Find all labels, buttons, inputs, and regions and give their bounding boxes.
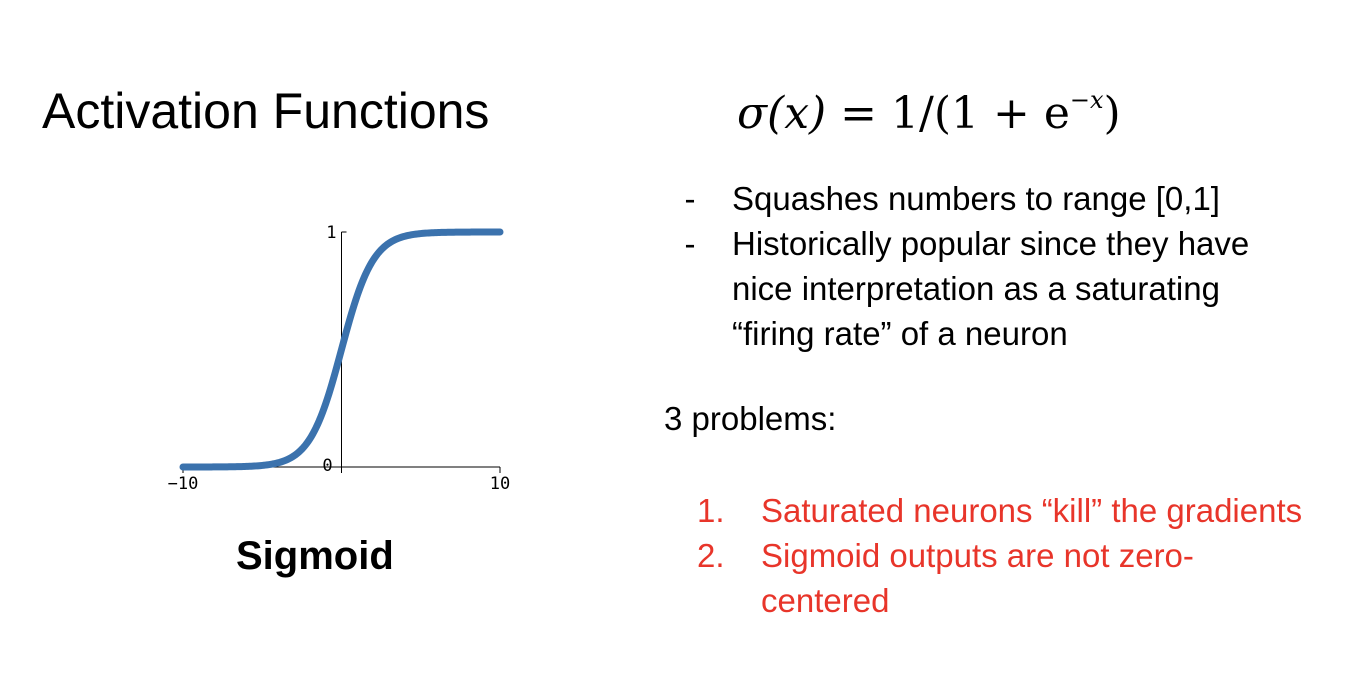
bullet-item: - Historically popular since they have n… [680, 221, 1300, 356]
formula-lhs: σ(x) [737, 88, 827, 139]
x-tick-label: 10 [490, 474, 510, 494]
problem-text: Saturated neurons “kill” the gradients [761, 492, 1303, 529]
x-tick-label: −10 [168, 474, 199, 494]
x-tick-label: 0 [322, 456, 332, 476]
problems-list: 1. Saturated neurons “kill” the gradient… [697, 488, 1317, 623]
problem-item: 1. Saturated neurons “kill” the gradient… [697, 488, 1317, 533]
bullet-marker: - [684, 225, 696, 262]
chart-caption: Sigmoid [236, 534, 394, 578]
y-tick-label: 1 [326, 223, 336, 243]
bullet-item: - Squashes numbers to range [0,1] [680, 176, 1300, 221]
axis-ticks: −10 0 10 1 [168, 223, 511, 494]
formula-exponent: −x [1069, 86, 1104, 114]
problem-number: 1. [697, 492, 725, 529]
problem-item: 2. Sigmoid outputs are not zero-centered [697, 533, 1317, 623]
slide-title: Activation Functions [42, 83, 490, 139]
formula-rhs-prefix: 1/(1 + e [891, 88, 1070, 139]
problems-heading: 3 problems: [664, 400, 837, 437]
series-line [179, 228, 504, 471]
bullet-marker: - [684, 180, 696, 217]
problem-number: 2. [697, 537, 725, 574]
property-bullets: - Squashes numbers to range [0,1] - Hist… [680, 176, 1300, 356]
sigmoid-chart: −10 0 10 1 [168, 223, 511, 494]
bullet-text: Squashes numbers to range [0,1] [732, 180, 1220, 217]
formula-rhs-suffix: ) [1103, 88, 1121, 139]
bullet-text: Historically popular since they have nic… [732, 225, 1250, 352]
sigmoid-formula: σ(x) = 1/(1 + e−x) [737, 87, 1121, 138]
problem-text: Sigmoid outputs are not zero-centered [761, 537, 1194, 619]
formula-equals: = [826, 88, 892, 139]
